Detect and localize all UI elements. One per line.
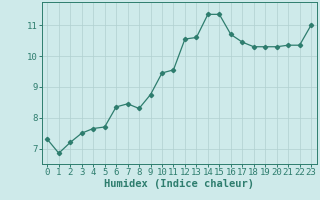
X-axis label: Humidex (Indice chaleur): Humidex (Indice chaleur)	[104, 179, 254, 189]
